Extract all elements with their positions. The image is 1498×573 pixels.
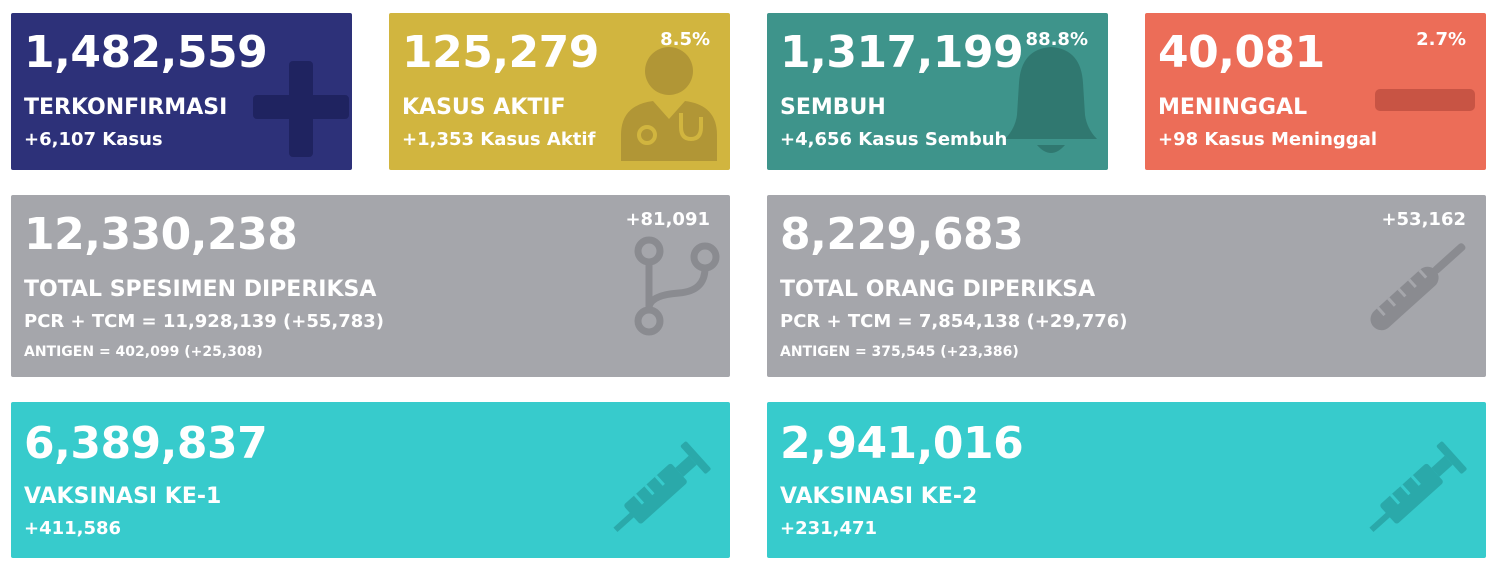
vaccine2-value: 2,941,016 <box>780 418 1024 469</box>
people-pcr: PCR + TCM = 7,854,138 (+29,776) <box>780 311 1128 332</box>
plus-icon <box>253 61 349 157</box>
deaths-label: MENINGGAL <box>1158 95 1308 120</box>
vaccine1-label: VAKSINASI KE-1 <box>24 484 222 509</box>
thermometer-icon <box>1370 243 1466 331</box>
vaccine2-delta: +231,471 <box>780 518 878 539</box>
active-card: 8.5% 125,279 KASUS AKTIF +1,353 Kasus Ak… <box>389 13 730 170</box>
active-label: KASUS AKTIF <box>402 95 566 120</box>
vaccine1-value: 6,389,837 <box>24 418 268 469</box>
branch-icon <box>634 236 720 336</box>
specimens-antigen: ANTIGEN = 402,099 (+25,308) <box>24 344 263 360</box>
specimens-label: TOTAL SPESIMEN DIPERIKSA <box>24 277 377 302</box>
deaths-card: 2.7% 40,081 MENINGGAL +98 Kasus Meningga… <box>1145 13 1486 170</box>
recovered-card: 88.8% 1,317,199 SEMBUH +4,656 Kasus Semb… <box>767 13 1108 170</box>
recovered-label: SEMBUH <box>780 95 886 120</box>
people-value: 8,229,683 <box>780 209 1024 260</box>
vaccine2-card: 2,941,016 VAKSINASI KE-2 +231,471 <box>767 402 1486 558</box>
active-delta: +1,353 Kasus Aktif <box>402 129 596 150</box>
doctor-icon <box>621 47 717 161</box>
people-antigen: ANTIGEN = 375,545 (+23,386) <box>780 344 1019 360</box>
confirmed-label: TERKONFIRMASI <box>24 95 228 120</box>
recovered-value: 1,317,199 <box>780 27 1024 78</box>
deaths-delta: +98 Kasus Meninggal <box>1158 129 1378 150</box>
people-label: TOTAL ORANG DIPERIKSA <box>780 277 1096 302</box>
active-value: 125,279 <box>402 27 599 78</box>
specimens-delta: +81,091 <box>625 209 710 230</box>
people-card: +53,162 8,229,683 TOTAL ORANG DIPERIKSA … <box>767 195 1486 377</box>
vaccine1-card: 6,389,837 VAKSINASI KE-1 +411,586 <box>11 402 730 558</box>
confirmed-delta: +6,107 Kasus <box>24 129 163 150</box>
syringe-icon <box>613 441 711 533</box>
minus-icon <box>1375 89 1475 111</box>
bell-icon <box>1005 47 1097 153</box>
recovered-percent: 88.8% <box>1025 29 1088 50</box>
deaths-percent: 2.7% <box>1416 29 1466 50</box>
specimens-card: +81,091 12,330,238 TOTAL SPESIMEN DIPERI… <box>11 195 730 377</box>
confirmed-card: 1,482,559 TERKONFIRMASI +6,107 Kasus <box>11 13 352 170</box>
confirmed-value: 1,482,559 <box>24 27 268 78</box>
specimens-value: 12,330,238 <box>24 209 298 260</box>
syringe-icon <box>1369 441 1467 533</box>
vaccine2-label: VAKSINASI KE-2 <box>780 484 978 509</box>
vaccine1-delta: +411,586 <box>24 518 122 539</box>
people-delta: +53,162 <box>1381 209 1466 230</box>
active-percent: 8.5% <box>660 29 710 50</box>
specimens-pcr: PCR + TCM = 11,928,139 (+55,783) <box>24 311 385 332</box>
deaths-value: 40,081 <box>1158 27 1325 78</box>
recovered-delta: +4,656 Kasus Sembuh <box>780 129 1008 150</box>
